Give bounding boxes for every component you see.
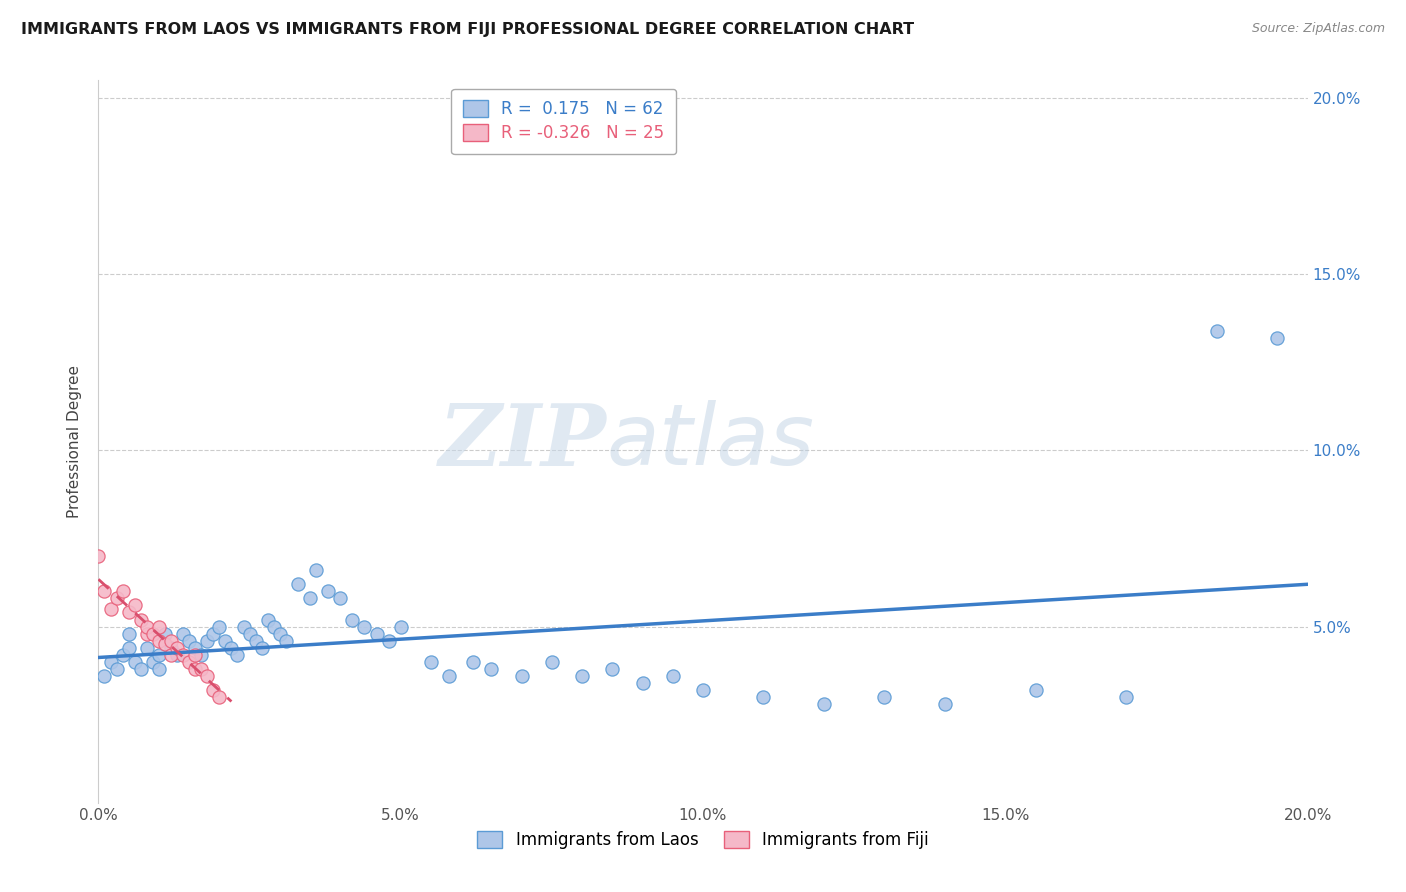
Point: [274, 633, 297, 648]
Point: [232, 619, 254, 633]
Text: ZIP: ZIP: [439, 400, 606, 483]
Point: [263, 619, 285, 633]
Point: [148, 662, 170, 676]
Point: [239, 626, 262, 640]
Point: [437, 669, 460, 683]
Point: [129, 662, 152, 676]
Point: [124, 599, 146, 613]
Point: [873, 690, 896, 704]
Point: [105, 662, 128, 676]
Point: [105, 591, 128, 606]
Point: [342, 613, 364, 627]
Point: [329, 591, 352, 606]
Point: [172, 626, 194, 640]
Point: [661, 669, 683, 683]
Point: [269, 626, 291, 640]
Point: [1024, 683, 1046, 698]
Point: [118, 640, 141, 655]
Point: [118, 626, 141, 640]
Point: [299, 591, 322, 606]
Point: [1115, 690, 1137, 704]
Point: [540, 655, 562, 669]
Point: [245, 633, 267, 648]
Point: [692, 683, 714, 698]
Point: [100, 655, 122, 669]
Point: [1267, 330, 1289, 344]
Point: [190, 662, 212, 676]
Text: atlas: atlas: [606, 400, 814, 483]
Point: [256, 613, 278, 627]
Point: [129, 613, 152, 627]
Point: [148, 633, 170, 648]
Point: [184, 640, 207, 655]
Point: [166, 640, 188, 655]
Point: [179, 633, 201, 648]
Point: [160, 640, 183, 655]
Point: [179, 655, 201, 669]
Legend: Immigrants from Laos, Immigrants from Fiji: Immigrants from Laos, Immigrants from Fi…: [471, 824, 935, 856]
Point: [631, 676, 654, 690]
Point: [195, 633, 218, 648]
Text: IMMIGRANTS FROM LAOS VS IMMIGRANTS FROM FIJI PROFESSIONAL DEGREE CORRELATION CHA: IMMIGRANTS FROM LAOS VS IMMIGRANTS FROM …: [21, 22, 914, 37]
Point: [202, 626, 225, 640]
Point: [202, 683, 225, 698]
Point: [148, 648, 170, 662]
Point: [305, 563, 328, 577]
Point: [135, 619, 157, 633]
Point: [111, 584, 134, 599]
Point: [111, 648, 134, 662]
Point: [135, 626, 157, 640]
Point: [195, 669, 218, 683]
Point: [571, 669, 593, 683]
Point: [153, 637, 176, 651]
Point: [366, 626, 388, 640]
Point: [160, 633, 183, 648]
Point: [934, 697, 956, 711]
Point: [118, 606, 141, 620]
Point: [184, 662, 207, 676]
Point: [135, 640, 157, 655]
Point: [1206, 324, 1229, 338]
Point: [184, 648, 207, 662]
Point: [93, 584, 115, 599]
Point: [463, 655, 485, 669]
Point: [226, 648, 249, 662]
Point: [221, 640, 243, 655]
Point: [481, 662, 503, 676]
Point: [420, 655, 443, 669]
Point: [208, 690, 231, 704]
Point: [160, 648, 183, 662]
Point: [208, 619, 231, 633]
Point: [100, 602, 122, 616]
Point: [190, 648, 212, 662]
Point: [389, 619, 412, 633]
Point: [752, 690, 775, 704]
Point: [87, 549, 110, 563]
Point: [142, 655, 165, 669]
Point: [142, 626, 165, 640]
Point: [93, 669, 115, 683]
Y-axis label: Professional Degree: Professional Degree: [67, 365, 83, 518]
Point: [172, 648, 194, 662]
Point: [377, 633, 399, 648]
Point: [166, 648, 188, 662]
Point: [214, 633, 236, 648]
Point: [124, 655, 146, 669]
Point: [250, 640, 273, 655]
Point: [510, 669, 533, 683]
Point: [316, 584, 339, 599]
Point: [602, 662, 624, 676]
Point: [148, 619, 170, 633]
Point: [813, 697, 835, 711]
Point: [153, 626, 176, 640]
Point: [287, 577, 309, 591]
Point: [353, 619, 375, 633]
Text: Source: ZipAtlas.com: Source: ZipAtlas.com: [1251, 22, 1385, 36]
